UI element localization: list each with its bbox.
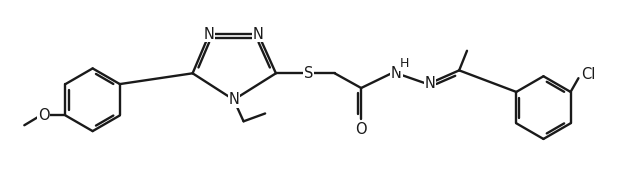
- Text: N: N: [228, 92, 239, 107]
- Text: S: S: [303, 66, 313, 81]
- Text: H: H: [399, 57, 409, 70]
- Text: O: O: [38, 108, 50, 123]
- Text: N: N: [253, 27, 264, 42]
- Text: N: N: [204, 27, 214, 42]
- Text: O: O: [355, 122, 367, 137]
- Text: N: N: [424, 76, 435, 91]
- Text: N: N: [391, 66, 402, 81]
- Text: Cl: Cl: [581, 67, 595, 82]
